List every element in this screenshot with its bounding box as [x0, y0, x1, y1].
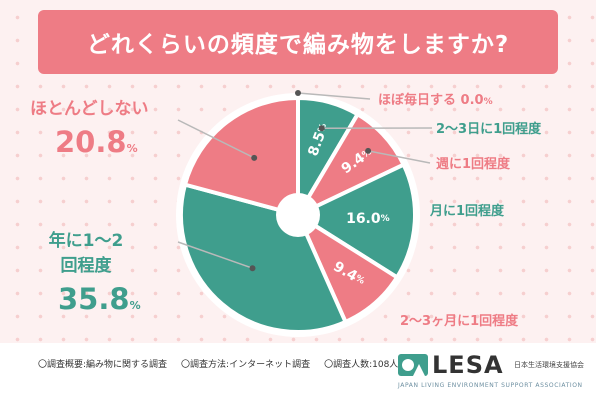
pie-slice-5: [179, 182, 348, 334]
logo-org-name: 日本生活環境支援協会: [514, 361, 584, 369]
leader-line-5: [177, 241, 253, 269]
slice-value-label-6: 20.8%: [55, 125, 138, 159]
leader-dot-6: [251, 154, 258, 161]
pie-slice-3: [296, 162, 417, 280]
logo-mark-icon: [398, 354, 428, 376]
pie-chart: 8.5%9.4%16.0%9.4%ほぼ毎日する 0.0%2〜3日に1回程度週に1…: [30, 90, 542, 337]
title-banner: どれくらいの頻度で編み物をしますか?: [38, 10, 558, 74]
leader-line-6: [177, 119, 255, 159]
logo-name: LESA: [432, 351, 504, 379]
slice-label-5-line2: 回程度: [61, 255, 113, 276]
slice-label-3: 月に1回程度: [429, 203, 505, 219]
survey-note-method: 〇調査方法:インターネット調査: [181, 360, 311, 370]
survey-notes: 〇調査概要:編み物に関する調査 〇調査方法:インターネット調査 〇調査人数:10…: [38, 357, 398, 370]
logo-english-name: JAPAN LIVING ENVIRONMENT SUPPORT ASSOCIA…: [398, 382, 583, 389]
leader-line-0: [297, 92, 371, 100]
slice-label-2: 週に1回程度: [436, 156, 511, 172]
lesa-logo: LESA 日本生活環境支援協会 JAPAN LIVING ENVIRONMENT…: [398, 350, 588, 406]
leader-line-2: [367, 150, 431, 164]
survey-note-summary: 〇調査概要:編み物に関する調査: [38, 360, 168, 370]
pie-slice-6: [183, 96, 300, 217]
pie-center-hole: [276, 193, 320, 237]
leader-dot-1: [318, 125, 325, 132]
survey-note-count: 〇調査人数:108人: [324, 360, 399, 370]
slice-value-label-3: 16.0%: [346, 211, 390, 227]
slice-label-5-line1: 年に1〜2: [49, 230, 124, 251]
slice-label-1: 2〜3日に1回程度: [436, 121, 542, 137]
leader-dot-2: [365, 147, 372, 154]
leader-dot-0: [295, 90, 301, 96]
leader-dot-5: [249, 265, 256, 272]
slice-label-0: ほぼ毎日する 0.0%: [378, 92, 493, 108]
slice-label-6: ほとんどしない: [30, 99, 149, 119]
slice-label-4: 2〜3ヶ月に1回程度: [400, 313, 519, 329]
slice-value-label-5: 35.8%: [58, 282, 141, 316]
chart-title: どれくらいの頻度で編み物をしますか?: [86, 32, 510, 58]
footer: [0, 343, 596, 413]
